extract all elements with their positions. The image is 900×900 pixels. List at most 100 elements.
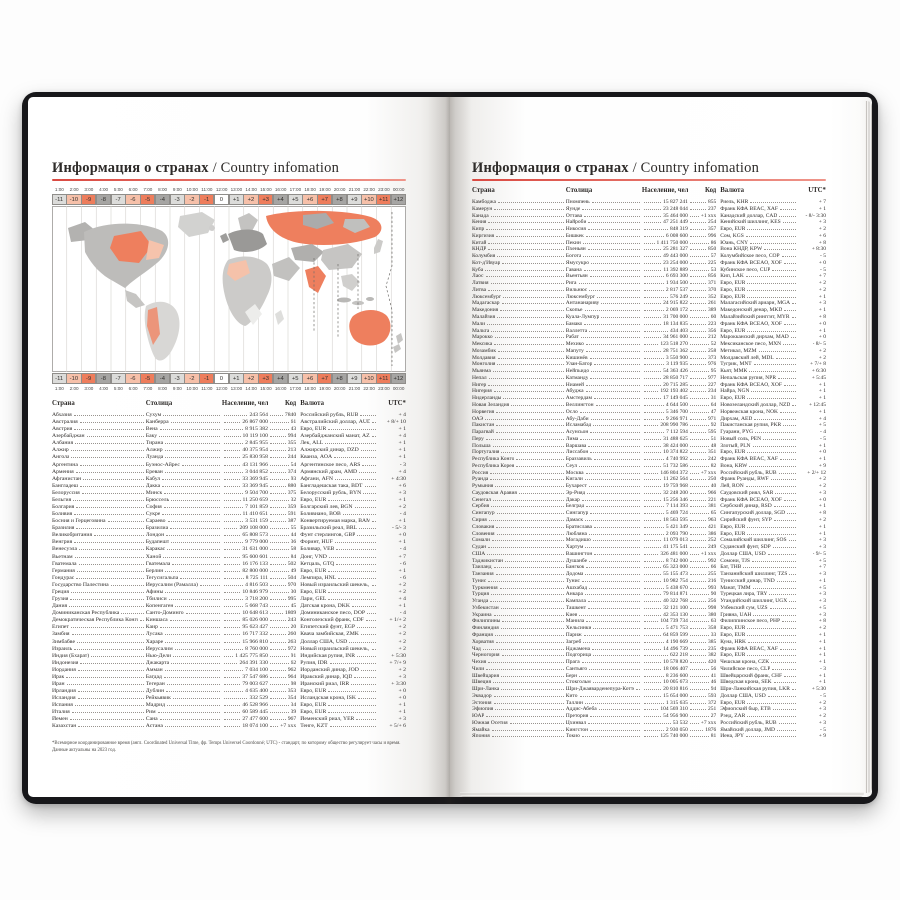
dot-leader [783, 262, 796, 264]
dot-leader [363, 492, 376, 494]
capital-cell: Нейпьидо [566, 368, 642, 374]
population-cell: 4 740 992 [642, 456, 688, 462]
dot-leader [585, 344, 640, 346]
dot-leader [747, 655, 796, 657]
timezone-time-label: 1:00 [54, 187, 64, 192]
dot-leader [269, 415, 283, 416]
utc-cell: + 4 [398, 596, 406, 603]
country-cell: Италия [52, 709, 146, 715]
dot-leader [772, 709, 796, 711]
dot-leader [753, 364, 796, 366]
dot-leader [494, 337, 564, 339]
dot-leader [689, 526, 706, 528]
dot-leader [772, 547, 796, 549]
dot-leader [497, 357, 564, 359]
dot-leader [175, 606, 220, 608]
dot-leader [689, 459, 706, 461]
dot-leader [269, 471, 286, 473]
currency-cell: Квача замбийская, ZMK [296, 631, 377, 637]
code-cell: 358 [688, 625, 716, 631]
code-cell: 389 [688, 307, 716, 313]
table-row: Белоруссия Минск 9 504 700 375 Белорусск… [52, 490, 406, 497]
currency-cell: Евро, EUR [296, 702, 377, 708]
capital-cell: Киев [566, 612, 642, 618]
currency-cell: Евро, EUR [716, 226, 797, 232]
dot-leader [78, 563, 144, 565]
code-cell: 382 [688, 652, 716, 658]
utc-cell: + 1 [398, 702, 406, 709]
timezone-offset-cell: +7 [317, 373, 333, 384]
capital-cell: Будапешт [146, 539, 222, 545]
code-cell: 66 [688, 564, 716, 570]
country-cell: Филиппины [472, 618, 566, 624]
dot-leader [689, 418, 706, 420]
capital-cell: Тегусигальпа [146, 575, 222, 581]
capital-cell: Париж [566, 632, 642, 638]
currency-cell: Евро, EUR [296, 426, 377, 432]
utc-cell: + 3 [398, 489, 406, 496]
dot-leader [745, 276, 796, 278]
dot-leader [76, 570, 144, 572]
dot-leader [643, 716, 662, 718]
dot-leader [763, 438, 796, 440]
utc-cell: + 9 [818, 462, 826, 469]
table-row: Колумбия Богота 49 443 000 57 Колумбийск… [472, 253, 826, 260]
code-cell: 387 [268, 518, 296, 524]
table-row: Норвегия Осло 5 346 700 47 Норвежская кр… [472, 409, 826, 416]
dot-leader [584, 479, 640, 481]
dot-leader [767, 553, 796, 555]
dot-leader [168, 599, 220, 601]
country-cell: Индия (Бхарат) [52, 653, 146, 659]
dot-leader [349, 641, 376, 643]
timezone-offset-cell: -5 [140, 373, 156, 384]
capital-cell: Сеул [566, 463, 642, 469]
currency-cell: Новый израильский шекель, ILS [296, 646, 377, 652]
page-title-sep: / [628, 160, 641, 176]
timezone-offset-cell: -3 [169, 373, 185, 384]
dot-leader [643, 709, 659, 711]
dot-leader [643, 445, 662, 447]
country-cell: Украина [472, 612, 566, 618]
utc-cell: + 1 [818, 523, 826, 530]
utc-cell: - 8/- 5 [812, 341, 826, 348]
capital-cell: Дакар [566, 497, 642, 503]
country-cell: Новая Зеландия [472, 402, 566, 408]
utc-cell: + 1 [398, 539, 406, 546]
code-cell: 255 [688, 571, 716, 577]
currency-cell: Сомалийский шиллинг, SOS [716, 537, 797, 543]
currency-cell: Российский рубль, RUB [716, 720, 797, 726]
population-cell: 35 464 000 [642, 213, 688, 219]
table-row: Венесуэла Каракас 31 631 000 58 Боливар,… [52, 546, 406, 553]
capital-cell: Веллингтон [566, 402, 642, 408]
capital-cell: Копенгаген [146, 603, 222, 609]
population-cell: 16 717 332 [222, 631, 268, 637]
country-cell: Испания [52, 702, 146, 708]
capital-cell: Кампала [566, 598, 642, 604]
table-row: Босния и Герцеговина Сараево 3 531 159 3… [52, 518, 406, 525]
header-utc: UTC* [808, 187, 826, 194]
dot-leader [582, 208, 640, 210]
timezone-offset-cell: -6 [125, 194, 141, 205]
code-cell: 250 [688, 476, 716, 482]
dot-leader [500, 628, 564, 630]
utc-cell: + 1 [398, 709, 406, 716]
utc-cell: + 2 [398, 645, 406, 652]
utc-cell: + 2 [818, 483, 826, 490]
table-row: Афганистан Кабул 33 369 945 93 Афгани, A… [52, 476, 406, 483]
currency-cell: Эфиопский быр, ETB [716, 706, 797, 712]
table-row: Венгрия Будапешт 9 779 000 36 Форинт, HU… [52, 539, 406, 546]
population-cell: 10 846 979 [222, 589, 268, 595]
dot-leader [71, 591, 144, 593]
dot-leader [689, 472, 699, 474]
table-row: Таиланд Бангкок 65 323 000 66 Бат, THB +… [472, 564, 826, 571]
currency-cell: Злотый, PLN [716, 443, 797, 449]
dot-leader [167, 521, 220, 523]
dot-leader [594, 553, 640, 555]
map-middle-east [272, 257, 300, 281]
dot-leader [70, 450, 144, 452]
capital-cell: Дамаск [566, 517, 642, 523]
dot-leader [585, 235, 640, 237]
dot-leader [643, 675, 664, 677]
dot-leader [751, 560, 796, 562]
dot-leader [487, 553, 564, 555]
